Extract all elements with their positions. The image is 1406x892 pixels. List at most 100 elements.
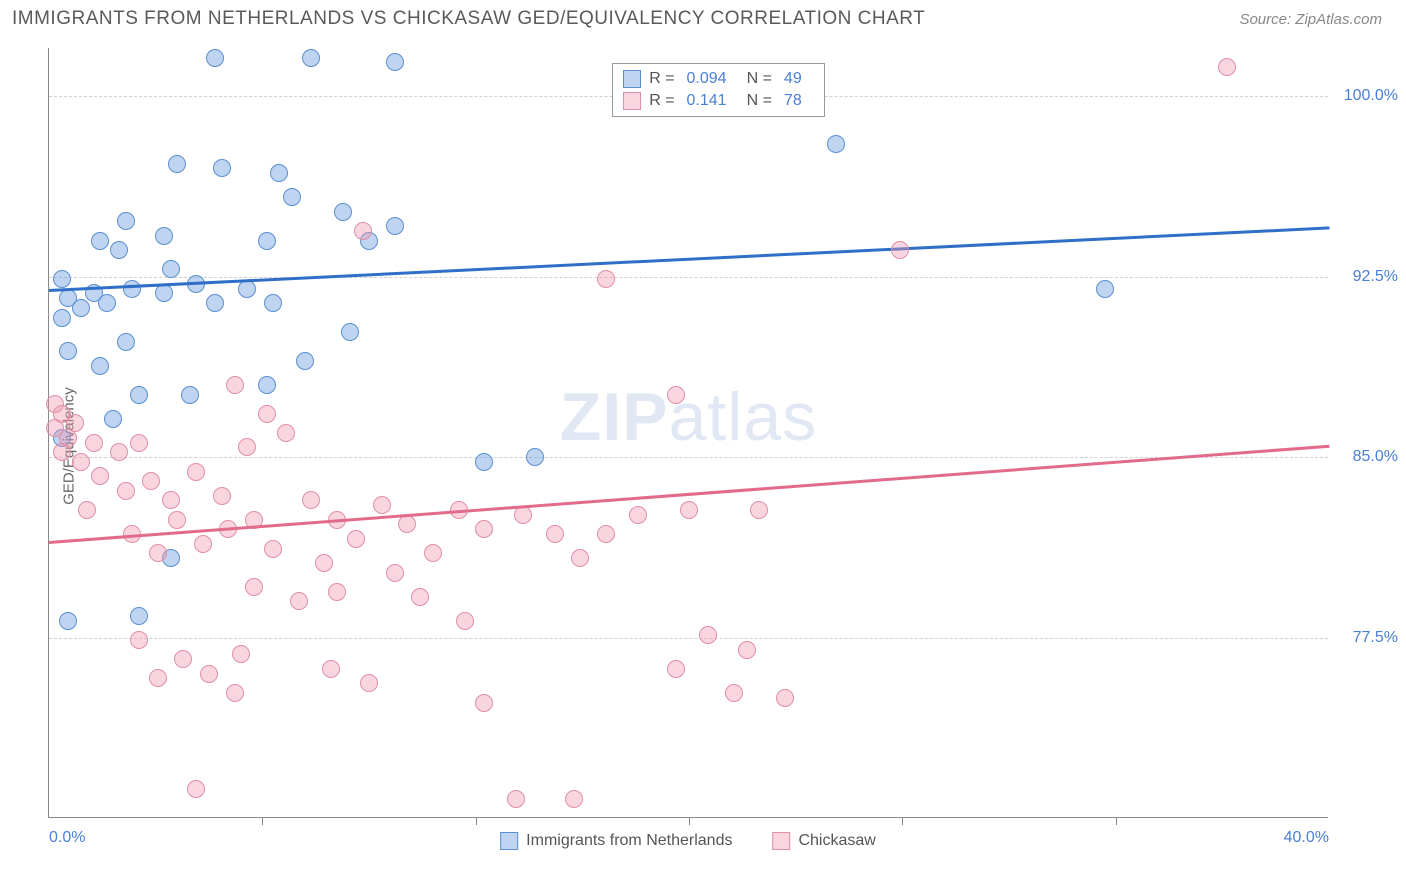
data-point xyxy=(91,467,109,485)
data-point xyxy=(72,453,90,471)
data-point xyxy=(475,520,493,538)
data-point xyxy=(194,535,212,553)
data-point xyxy=(130,631,148,649)
trend-line xyxy=(49,226,1329,291)
data-point xyxy=(411,588,429,606)
data-point xyxy=(315,554,333,572)
data-point xyxy=(386,564,404,582)
data-point xyxy=(296,352,314,370)
r-value: 0.141 xyxy=(687,92,727,110)
data-point xyxy=(891,241,909,259)
data-point xyxy=(206,49,224,67)
gridline xyxy=(49,457,1328,458)
swatch-icon xyxy=(772,832,790,850)
trend-line xyxy=(49,445,1329,544)
data-point xyxy=(226,684,244,702)
data-point xyxy=(270,164,288,182)
data-point xyxy=(283,188,301,206)
data-point xyxy=(302,49,320,67)
n-value: 78 xyxy=(784,92,802,110)
data-point xyxy=(629,506,647,524)
gridline xyxy=(49,638,1328,639)
data-point xyxy=(181,386,199,404)
data-point xyxy=(507,790,525,808)
legend-item-chickasaw: Chickasaw xyxy=(772,832,875,850)
legend-label: Chickasaw xyxy=(798,832,875,850)
data-point xyxy=(110,241,128,259)
x-tick xyxy=(689,817,690,825)
data-point xyxy=(827,135,845,153)
data-point xyxy=(85,434,103,452)
data-point xyxy=(725,684,743,702)
data-point xyxy=(738,641,756,659)
data-point xyxy=(680,501,698,519)
data-point xyxy=(200,665,218,683)
data-point xyxy=(130,607,148,625)
data-point xyxy=(123,280,141,298)
data-point xyxy=(347,530,365,548)
data-point xyxy=(341,323,359,341)
data-point xyxy=(174,650,192,668)
y-tick-label: 100.0% xyxy=(1338,87,1398,105)
data-point xyxy=(667,386,685,404)
y-tick-label: 85.0% xyxy=(1338,448,1398,466)
r-label: R = xyxy=(649,70,674,88)
data-point xyxy=(53,270,71,288)
x-tick xyxy=(1116,817,1117,825)
data-point xyxy=(264,294,282,312)
data-point xyxy=(328,583,346,601)
data-point xyxy=(597,270,615,288)
chart-source: Source: ZipAtlas.com xyxy=(1239,11,1382,28)
data-point xyxy=(699,626,717,644)
stats-legend-row: R =0.094N =49 xyxy=(623,68,814,90)
data-point xyxy=(334,203,352,221)
y-tick-label: 92.5% xyxy=(1338,268,1398,286)
data-point xyxy=(258,376,276,394)
data-point xyxy=(258,232,276,250)
data-point xyxy=(360,674,378,692)
data-point xyxy=(168,155,186,173)
data-point xyxy=(277,424,295,442)
data-point xyxy=(386,217,404,235)
data-point xyxy=(78,501,96,519)
data-point xyxy=(155,227,173,245)
n-label: N = xyxy=(747,92,772,110)
data-point xyxy=(66,414,84,432)
y-tick-label: 77.5% xyxy=(1338,629,1398,647)
gridline xyxy=(49,277,1328,278)
data-point xyxy=(238,280,256,298)
data-point xyxy=(53,443,71,461)
data-point xyxy=(776,689,794,707)
data-point xyxy=(1096,280,1114,298)
r-label: R = xyxy=(649,92,674,110)
swatch-icon xyxy=(623,92,641,110)
data-point xyxy=(546,525,564,543)
legend-item-netherlands: Immigrants from Netherlands xyxy=(500,832,732,850)
x-tick xyxy=(902,817,903,825)
data-point xyxy=(155,284,173,302)
x-tick xyxy=(476,817,477,825)
data-point xyxy=(187,463,205,481)
data-point xyxy=(232,645,250,663)
data-point xyxy=(238,438,256,456)
x-tick xyxy=(262,817,263,825)
data-point xyxy=(206,294,224,312)
data-point xyxy=(322,660,340,678)
data-point xyxy=(142,472,160,490)
data-point xyxy=(456,612,474,630)
swatch-icon xyxy=(500,832,518,850)
data-point xyxy=(117,333,135,351)
data-point xyxy=(91,357,109,375)
data-point xyxy=(117,212,135,230)
data-point xyxy=(475,694,493,712)
legend-label: Immigrants from Netherlands xyxy=(526,832,732,850)
data-point xyxy=(264,540,282,558)
data-point xyxy=(72,299,90,317)
data-point xyxy=(750,501,768,519)
data-point xyxy=(104,410,122,428)
data-point xyxy=(398,515,416,533)
data-point xyxy=(117,482,135,500)
scatter-plot: ZIPatlas 77.5%85.0%92.5%100.0%0.0%40.0%R… xyxy=(48,48,1328,818)
data-point xyxy=(386,53,404,71)
chart-title: IMMIGRANTS FROM NETHERLANDS VS CHICKASAW… xyxy=(12,8,925,30)
